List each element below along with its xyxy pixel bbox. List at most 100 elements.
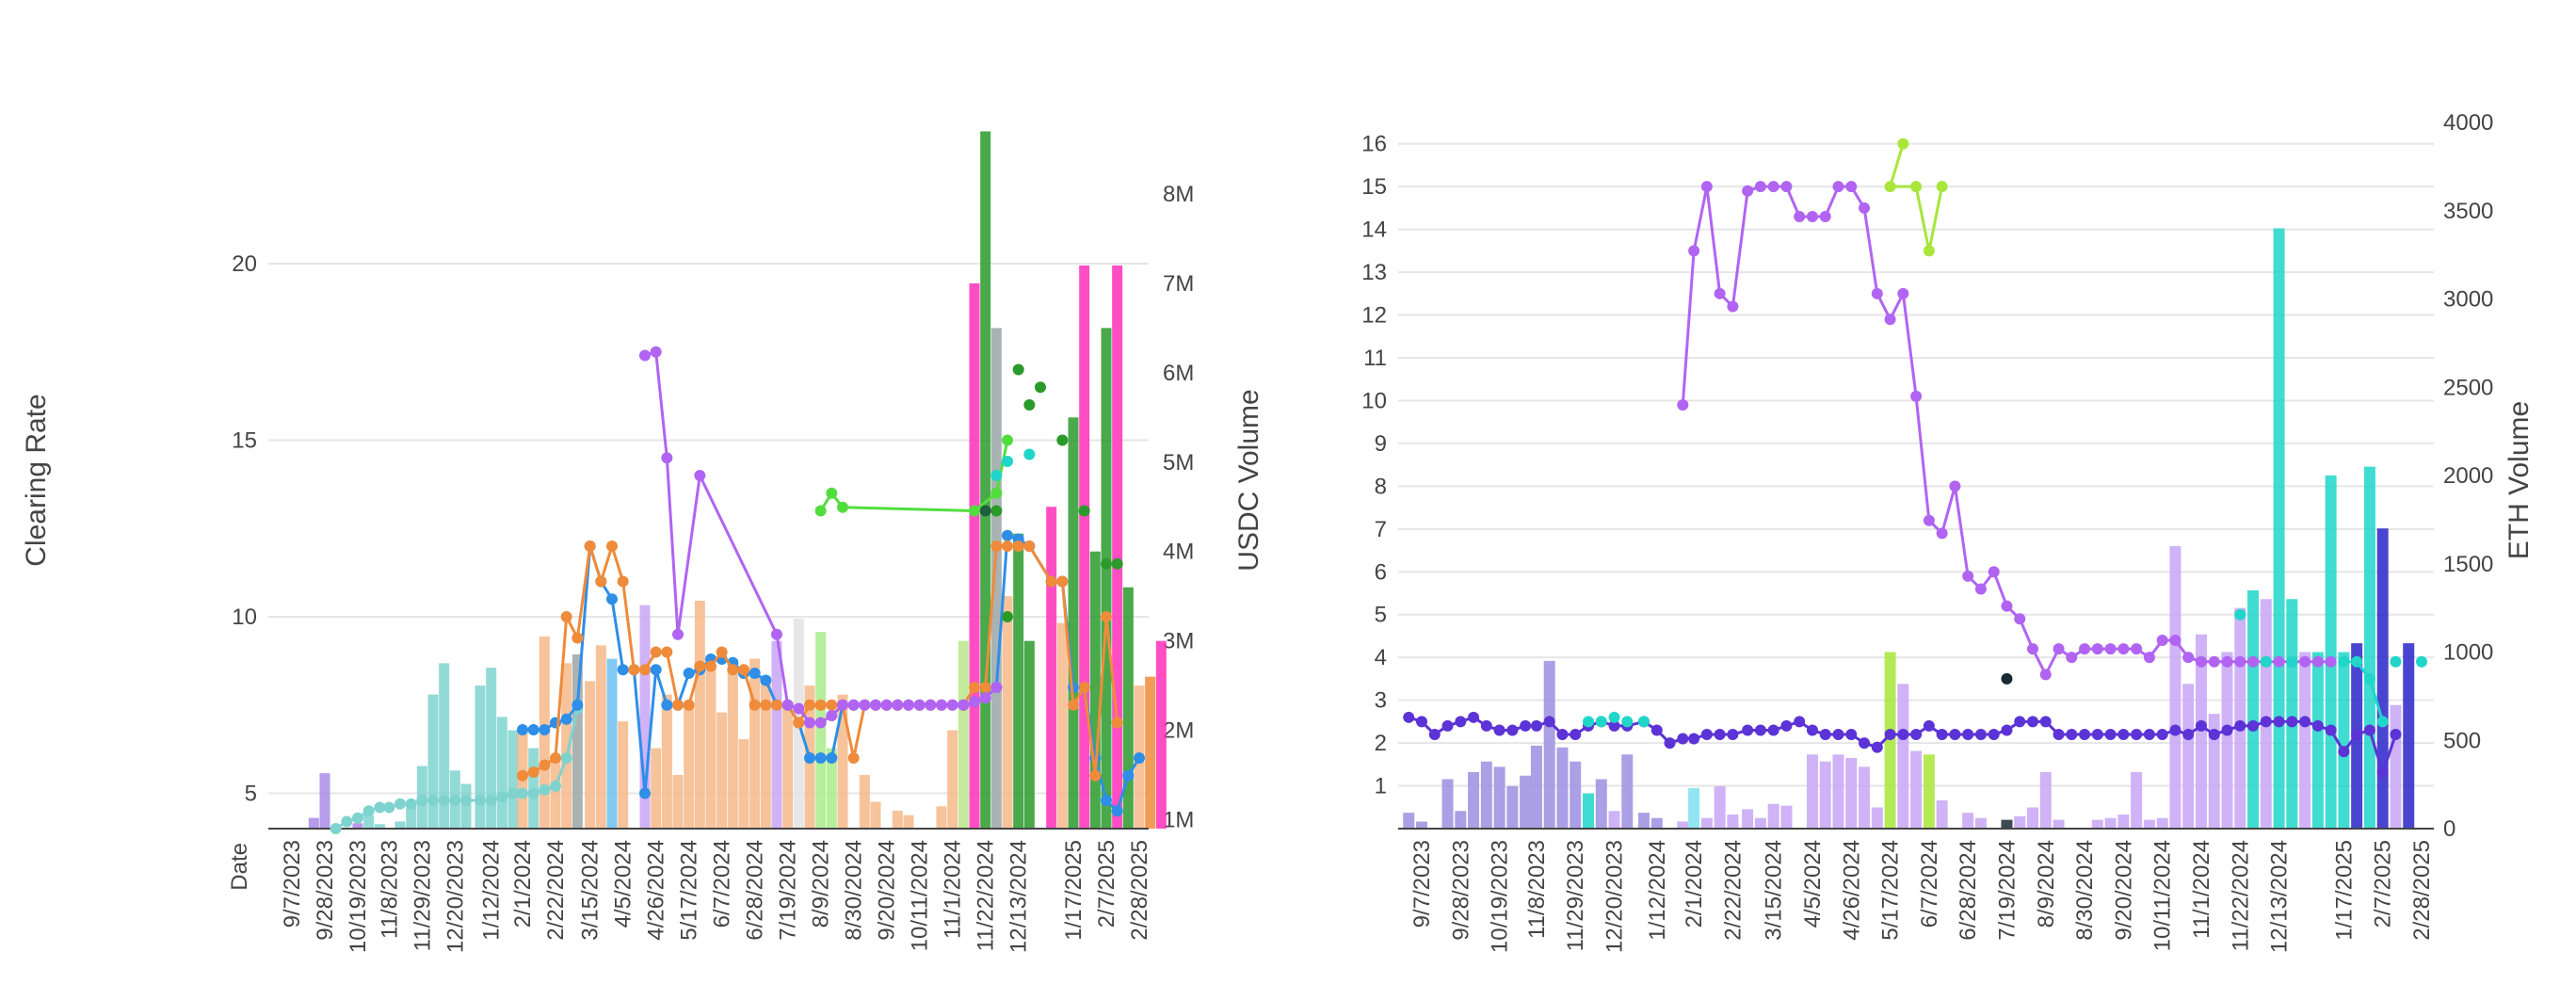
volume-bar [2260,599,2272,829]
rate-point [2273,655,2285,668]
rate-marker [2390,655,2402,668]
rate-point [716,646,728,658]
rate-series [1677,181,2337,681]
volume-bar [1493,766,1505,829]
rate-point [550,752,561,764]
rate-point [2363,724,2375,736]
rate-point [507,787,519,799]
rate-point [2039,669,2052,681]
volume-bar [2039,772,2052,829]
x-tick-label: 5/17/2024 [677,840,702,941]
rate-point [628,664,640,676]
rate-point [2039,716,2052,728]
x-tick-label: 7/19/2024 [776,840,801,941]
rate-point [1754,181,1766,193]
rate-point [1056,575,1069,588]
rate-point [2221,724,2233,736]
rate-series [2338,655,2389,728]
volume-bar [1023,640,1035,829]
rate-point [2376,766,2389,779]
volume-bar [1608,811,1620,829]
x-tick-label: 11/22/2024 [2228,840,2253,951]
volume-bar [1416,821,1427,829]
rate-point [2091,729,2103,740]
volume-bar [837,694,848,829]
rate-point [517,724,528,735]
rate-point [1923,514,1935,526]
volume-bar [2001,819,2013,829]
rate-point [650,664,662,676]
volume-bar [727,668,738,829]
rate-point [1897,137,1909,150]
chart2-y2-tick-label: 1000 [2443,640,2493,666]
rate-point [2117,643,2130,655]
rate-point [606,593,618,605]
volume-bar [1530,745,1542,829]
rate-point [2299,716,2311,728]
rate-point [683,699,695,711]
chart1-y2-tick-label: 8M [1163,182,1194,207]
rate-point [394,798,406,810]
rate-point [1428,729,1441,740]
chart2-y-tick-label: 8 [1375,474,1387,499]
rate-point [1068,699,1079,711]
volume-bar [2376,528,2389,829]
x-tick-label: 8/30/2024 [842,840,867,941]
rate-point [958,699,970,711]
x-tick-label: 11/22/2024 [974,840,999,951]
volume-bar [1583,793,1594,829]
rate-point [1819,729,1831,740]
rate-point [969,682,980,693]
x-tick-label: 2/1/2024 [510,840,536,927]
rate-series-line [2343,660,2385,722]
x-tick-label: 4/26/2024 [644,840,669,941]
x-tick-label: 9/28/2023 [1448,840,1473,941]
rate-point [749,668,761,679]
rate-point [2156,635,2168,646]
volume-bar [1570,761,1582,829]
rate-point [1780,719,1793,732]
rate-point [1949,729,1961,740]
rate-point [2066,729,2078,740]
rate-point [1936,729,1948,740]
volume-bar [1677,821,1689,829]
rate-point [804,752,815,764]
volume-bar [1506,786,1519,829]
rate-point [2208,655,2220,668]
x-tick-label: 6/7/2024 [1917,840,1942,927]
volume-bar [2169,546,2182,829]
rate-point [427,795,439,806]
rate-point [2234,719,2246,732]
volume-bar [1455,811,1467,829]
rate-marker [979,505,991,517]
volume-bar [1923,754,1935,829]
rate-marker [1111,557,1123,570]
rate-point [517,787,528,799]
volume-bar [2311,652,2324,829]
volume-bar [374,824,385,829]
rate-point [2221,655,2233,668]
volume-bar [2247,589,2260,829]
rate-point [2338,655,2350,668]
rate-point [341,815,353,828]
rate-point [979,692,991,704]
rate-point [2390,729,2402,740]
volume-bar [308,817,319,829]
rate-point [1936,527,1948,540]
volume-bar [1112,265,1123,829]
rate-marker [2001,672,2013,685]
rate-point [2208,729,2220,740]
chart2-y-tick-label: 15 [1361,174,1387,200]
volume-bar [760,676,771,829]
volume-bar [394,821,406,829]
chart1-y-tick-label: 5 [245,782,257,807]
chart1-y2-tick-label: 2M [1163,718,1194,744]
rate-marker [990,470,1003,481]
rate-point [2169,635,2182,646]
rate-point [1101,795,1112,806]
rate-point [330,823,342,834]
chart1-y2-tick-label: 6M [1163,361,1194,386]
rate-point [1664,737,1676,750]
rate-point [560,752,572,764]
rate-point [405,798,417,810]
